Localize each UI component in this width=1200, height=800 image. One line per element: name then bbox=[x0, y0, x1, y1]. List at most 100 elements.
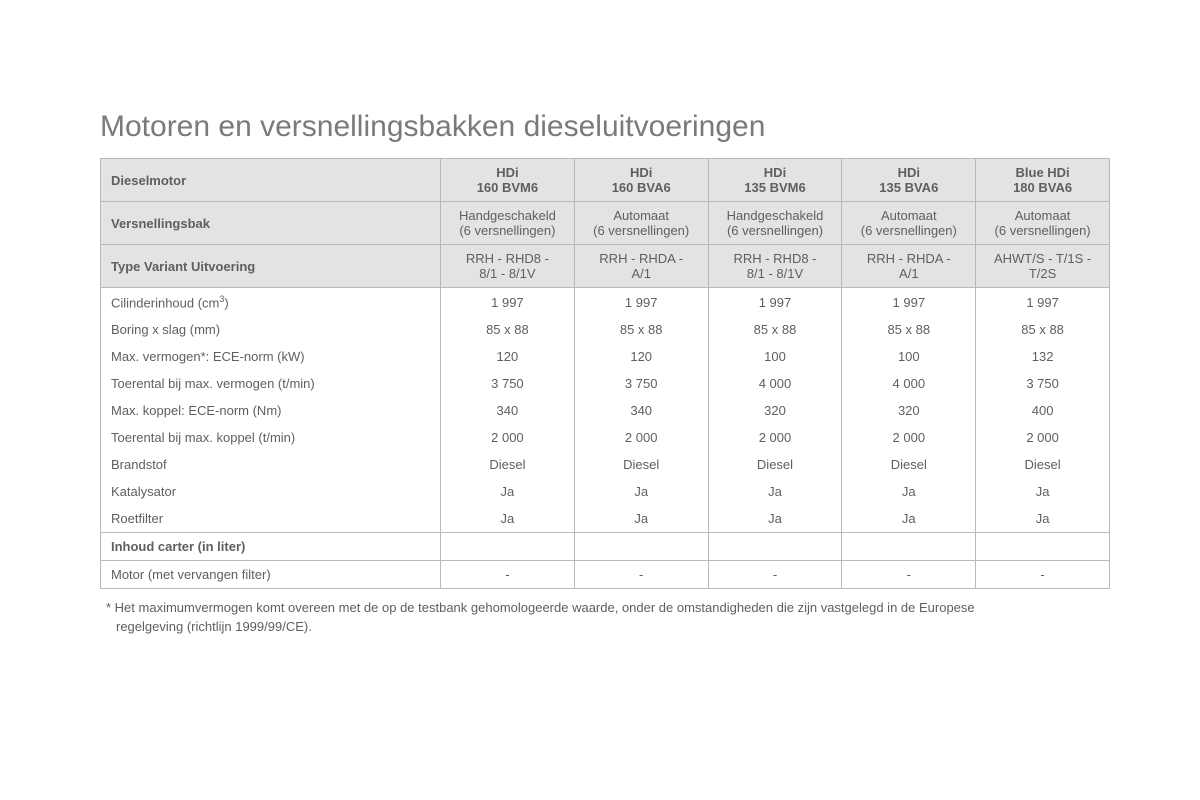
gearbox-value: Automaat(6 versnellingen) bbox=[842, 202, 976, 245]
cell: 1 997 bbox=[441, 288, 575, 317]
table-row: RoetfilterJaJaJaJaJa bbox=[101, 505, 1110, 533]
section-heading: Inhoud carter (in liter) bbox=[101, 533, 441, 561]
table-body: Cilinderinhoud (cm3)1 9971 9971 9971 997… bbox=[101, 288, 1110, 589]
row-label: Toerental bij max. koppel (t/min) bbox=[101, 424, 441, 451]
row-label: Max. koppel: ECE-norm (Nm) bbox=[101, 397, 441, 424]
cell: 320 bbox=[708, 397, 842, 424]
cell: 4 000 bbox=[708, 370, 842, 397]
cell: 3 750 bbox=[976, 370, 1110, 397]
cell: 100 bbox=[708, 343, 842, 370]
table-row: KatalysatorJaJaJaJaJa bbox=[101, 478, 1110, 505]
cell: 1 997 bbox=[574, 288, 708, 317]
gearbox-value: Automaat(6 versnellingen) bbox=[976, 202, 1110, 245]
cell: Ja bbox=[842, 478, 976, 505]
cell: Ja bbox=[441, 478, 575, 505]
cell bbox=[976, 533, 1110, 561]
footnote-line1: * Het maximumvermogen komt overeen met d… bbox=[106, 600, 975, 615]
page: Motoren en versnellingsbakken dieseluitv… bbox=[0, 0, 1200, 636]
col-header: HDi135 BVM6 bbox=[708, 159, 842, 202]
header-variant-label: Type Variant Uitvoering bbox=[101, 245, 441, 288]
col-header: HDi135 BVA6 bbox=[842, 159, 976, 202]
cell: 1 997 bbox=[842, 288, 976, 317]
cell bbox=[708, 533, 842, 561]
cell: Diesel bbox=[842, 451, 976, 478]
footnote: * Het maximumvermogen komt overeen met d… bbox=[106, 599, 1110, 635]
cell: Diesel bbox=[976, 451, 1110, 478]
cell: 320 bbox=[842, 397, 976, 424]
cell: 85 x 88 bbox=[441, 316, 575, 343]
table-row: Motor (met vervangen filter)----- bbox=[101, 561, 1110, 589]
cell: 2 000 bbox=[976, 424, 1110, 451]
gearbox-value: Handgeschakeld(6 versnellingen) bbox=[708, 202, 842, 245]
cell: 132 bbox=[976, 343, 1110, 370]
header-row-variant: Type Variant Uitvoering RRH - RHD8 -8/1 … bbox=[101, 245, 1110, 288]
row-label: Motor (met vervangen filter) bbox=[101, 561, 441, 589]
cell: 85 x 88 bbox=[976, 316, 1110, 343]
table-row: Max. koppel: ECE-norm (Nm)34034032032040… bbox=[101, 397, 1110, 424]
variant-value: RRH - RHD8 -8/1 - 8/1V bbox=[708, 245, 842, 288]
cell: 2 000 bbox=[441, 424, 575, 451]
cell: 2 000 bbox=[842, 424, 976, 451]
cell: 1 997 bbox=[976, 288, 1110, 317]
table-row: Boring x slag (mm)85 x 8885 x 8885 x 888… bbox=[101, 316, 1110, 343]
cell: Ja bbox=[708, 505, 842, 533]
row-label: Cilinderinhoud (cm3) bbox=[101, 288, 441, 317]
cell: 85 x 88 bbox=[842, 316, 976, 343]
cell: Ja bbox=[842, 505, 976, 533]
cell: Ja bbox=[976, 505, 1110, 533]
cell: 400 bbox=[976, 397, 1110, 424]
row-label: Boring x slag (mm) bbox=[101, 316, 441, 343]
cell: 100 bbox=[842, 343, 976, 370]
gearbox-value: Handgeschakeld(6 versnellingen) bbox=[441, 202, 575, 245]
cell: 120 bbox=[441, 343, 575, 370]
header-row-engine: Dieselmotor HDi160 BVM6 HDi160 BVA6 HDi1… bbox=[101, 159, 1110, 202]
row-label: Katalysator bbox=[101, 478, 441, 505]
cell: - bbox=[842, 561, 976, 589]
variant-value: AHWT/S - T/1S -T/2S bbox=[976, 245, 1110, 288]
spec-table: Dieselmotor HDi160 BVM6 HDi160 BVA6 HDi1… bbox=[100, 158, 1110, 589]
header-engine-label: Dieselmotor bbox=[101, 159, 441, 202]
table-row: Toerental bij max. koppel (t/min)2 0002 … bbox=[101, 424, 1110, 451]
cell: Ja bbox=[574, 478, 708, 505]
variant-value: RRH - RHDA -A/1 bbox=[842, 245, 976, 288]
col-header: HDi160 BVM6 bbox=[441, 159, 575, 202]
cell bbox=[441, 533, 575, 561]
cell: Diesel bbox=[441, 451, 575, 478]
header-gearbox-label: Versnellingsbak bbox=[101, 202, 441, 245]
section-row: Inhoud carter (in liter) bbox=[101, 533, 1110, 561]
table-row: Cilinderinhoud (cm3)1 9971 9971 9971 997… bbox=[101, 288, 1110, 317]
row-label: Toerental bij max. vermogen (t/min) bbox=[101, 370, 441, 397]
cell: 2 000 bbox=[574, 424, 708, 451]
header-row-gearbox: Versnellingsbak Handgeschakeld(6 versnel… bbox=[101, 202, 1110, 245]
row-label: Brandstof bbox=[101, 451, 441, 478]
cell: 2 000 bbox=[708, 424, 842, 451]
cell: - bbox=[976, 561, 1110, 589]
gearbox-value: Automaat(6 versnellingen) bbox=[574, 202, 708, 245]
cell: 85 x 88 bbox=[574, 316, 708, 343]
page-title: Motoren en versnellingsbakken dieseluitv… bbox=[100, 110, 1110, 144]
cell: 120 bbox=[574, 343, 708, 370]
col-header: Blue HDi180 BVA6 bbox=[976, 159, 1110, 202]
cell: 340 bbox=[441, 397, 575, 424]
row-label: Roetfilter bbox=[101, 505, 441, 533]
table-row: Toerental bij max. vermogen (t/min)3 750… bbox=[101, 370, 1110, 397]
row-label: Max. vermogen*: ECE-norm (kW) bbox=[101, 343, 441, 370]
cell: 340 bbox=[574, 397, 708, 424]
cell: - bbox=[441, 561, 575, 589]
table-head: Dieselmotor HDi160 BVM6 HDi160 BVA6 HDi1… bbox=[101, 159, 1110, 288]
table-row: Max. vermogen*: ECE-norm (kW)12012010010… bbox=[101, 343, 1110, 370]
footnote-line2: regelgeving (richtlijn 1999/99/CE). bbox=[106, 618, 1110, 636]
cell: - bbox=[708, 561, 842, 589]
table-row: BrandstofDieselDieselDieselDieselDiesel bbox=[101, 451, 1110, 478]
cell: Ja bbox=[976, 478, 1110, 505]
cell: Ja bbox=[441, 505, 575, 533]
cell: Diesel bbox=[574, 451, 708, 478]
cell: - bbox=[574, 561, 708, 589]
cell: 3 750 bbox=[441, 370, 575, 397]
variant-value: RRH - RHD8 -8/1 - 8/1V bbox=[441, 245, 575, 288]
cell: 1 997 bbox=[708, 288, 842, 317]
cell: Diesel bbox=[708, 451, 842, 478]
col-header: HDi160 BVA6 bbox=[574, 159, 708, 202]
cell bbox=[842, 533, 976, 561]
variant-value: RRH - RHDA -A/1 bbox=[574, 245, 708, 288]
